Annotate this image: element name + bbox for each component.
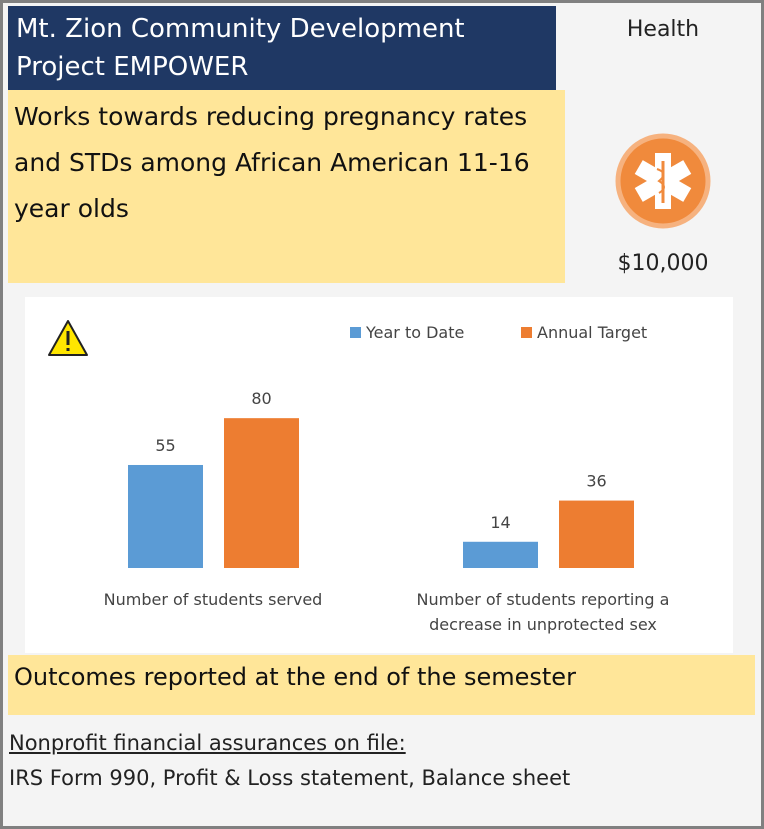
category-label: Number of students served — [103, 590, 323, 609]
outcomes-note: Outcomes reported at the end of the seme… — [8, 655, 755, 715]
value-label: 55 — [155, 436, 175, 455]
assurances-heading: Nonprofit financial assurances on file: — [9, 731, 406, 755]
warning-icon — [48, 320, 88, 356]
bar — [559, 500, 634, 568]
value-label: 80 — [251, 389, 271, 408]
assurances-list: IRS Form 990, Profit & Loss statement, B… — [9, 766, 571, 790]
legend-label: Year to Date — [365, 323, 464, 342]
bar — [463, 541, 538, 568]
value-label: 36 — [586, 472, 606, 491]
value-label: 14 — [490, 513, 510, 532]
bar — [224, 418, 299, 568]
legend-swatch — [521, 327, 532, 338]
description: Works towards reducing pregnancy rates a… — [8, 90, 565, 283]
category: Health — [626, 17, 700, 42]
legend-label: Annual Target — [537, 323, 647, 342]
health-icon — [615, 133, 711, 229]
chart: 55 14 Year to Date 80 36 Annual Target — [48, 320, 647, 568]
chart-area: 55 14 Year to Date 80 36 Annual Target Number… — [25, 297, 733, 653]
amount: $10,000 — [617, 251, 709, 276]
legend-swatch — [350, 327, 361, 338]
program-title: Mt. Zion Community Development Project E… — [8, 6, 556, 90]
category-label: Number of students reporting a decrease … — [416, 590, 670, 634]
bar — [128, 464, 203, 568]
